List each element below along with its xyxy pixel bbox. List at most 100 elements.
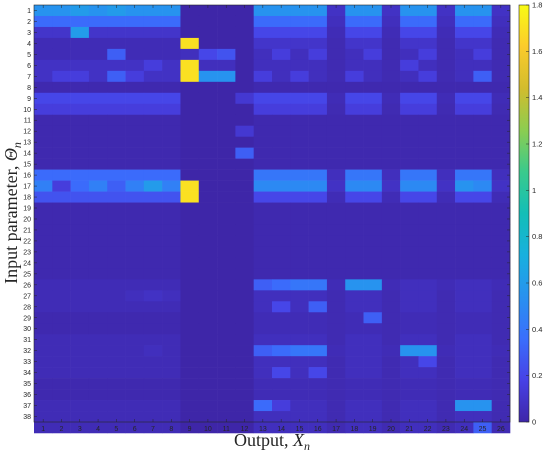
heatmap-cell [88, 257, 108, 269]
heatmap-cell [436, 136, 456, 148]
heatmap-cell [107, 191, 126, 203]
heatmap-cell [308, 136, 328, 148]
heatmap-cell [88, 224, 108, 236]
heatmap-cell [290, 400, 309, 412]
heatmap-cell [345, 400, 364, 412]
heatmap-cell [436, 81, 456, 94]
heatmap-cell [455, 268, 474, 280]
heatmap-cell [363, 279, 383, 291]
heatmap-cell [70, 378, 90, 390]
heatmap-cell [363, 389, 383, 401]
heatmap-cell [345, 389, 364, 401]
heatmap-cell [253, 136, 273, 148]
heatmap-cell [125, 400, 145, 412]
heatmap-cell [308, 279, 328, 291]
heatmap-cell [363, 81, 383, 94]
heatmap-cell [491, 169, 511, 181]
x-tick-label: 3 [78, 426, 82, 433]
heatmap-cell [436, 411, 456, 423]
heatmap-cell [345, 92, 364, 105]
heatmap-cell [326, 235, 346, 247]
heatmap-cell [52, 400, 71, 412]
heatmap-cell [400, 15, 419, 28]
heatmap-cell [418, 26, 438, 39]
heatmap-cell [70, 5, 90, 17]
heatmap-cell [436, 279, 456, 291]
heatmap-cell [455, 301, 474, 313]
heatmap-cell [491, 48, 511, 61]
heatmap-cell [125, 125, 145, 137]
heatmap-cell [52, 246, 71, 258]
heatmap-cell [253, 191, 273, 203]
heatmap-cell [290, 169, 309, 181]
x-tick-label: 26 [497, 426, 505, 433]
heatmap-cell [253, 257, 273, 269]
heatmap-cell [400, 202, 419, 214]
heatmap-cell [418, 400, 438, 412]
heatmap-cell [70, 268, 90, 280]
heatmap-cell [326, 345, 346, 357]
heatmap-cell [198, 235, 218, 247]
heatmap-cell [235, 169, 254, 181]
heatmap-cell [235, 312, 254, 324]
heatmap-cell [125, 48, 145, 61]
heatmap-cell [107, 15, 126, 28]
heatmap-cell [473, 224, 492, 236]
heatmap-cell [400, 5, 419, 17]
heatmap-cell [52, 422, 71, 434]
heatmap-cell [70, 312, 90, 324]
heatmap-cell [272, 301, 291, 313]
heatmap-cell [418, 268, 438, 280]
heatmap-cell [70, 202, 90, 214]
heatmap-cell [473, 367, 492, 379]
heatmap-cell [455, 191, 474, 203]
heatmap-cell [162, 81, 181, 94]
heatmap-cell [34, 224, 53, 236]
heatmap-cell [272, 224, 291, 236]
heatmap-cell [253, 158, 273, 170]
heatmap-cell [34, 202, 53, 214]
heatmap-cell [34, 323, 53, 335]
heatmap-cell [272, 213, 291, 225]
y-tick-label: 22 [23, 238, 31, 245]
heatmap-cell [162, 334, 181, 346]
heatmap-cell [162, 279, 181, 291]
heatmap-cell [381, 224, 401, 236]
heatmap-cell [491, 114, 511, 127]
heatmap-cell [308, 257, 328, 269]
heatmap-cell [162, 422, 181, 434]
heatmap-cell [180, 268, 200, 280]
heatmap-cell [418, 114, 438, 127]
y-tick-label: 15 [23, 162, 31, 169]
heatmap-cell [162, 312, 181, 324]
heatmap-cell [125, 103, 145, 116]
heatmap-cell [272, 400, 291, 412]
heatmap-cell [198, 422, 218, 434]
heatmap-cell [180, 290, 200, 302]
heatmap-cell [381, 279, 401, 291]
heatmap-cell [491, 367, 511, 379]
heatmap-cell [363, 268, 383, 280]
heatmap-cell [326, 158, 346, 170]
heatmap-cell [491, 411, 511, 423]
heatmap-cell [198, 202, 218, 214]
heatmap-cell [180, 180, 200, 192]
heatmap-cell [455, 246, 474, 258]
heatmap-cell [180, 158, 200, 170]
heatmap-cell [253, 15, 273, 28]
heatmap-cell [107, 323, 126, 335]
heatmap-cell [381, 290, 401, 302]
heatmap-cell [34, 400, 53, 412]
x-tick-label: 20 [387, 426, 395, 433]
heatmap-cell [34, 147, 53, 159]
heatmap-cell [308, 323, 328, 335]
heatmap-cell [436, 323, 456, 335]
heatmap-cell [345, 312, 364, 324]
heatmap-cell [436, 147, 456, 159]
heatmap-cell [88, 378, 108, 390]
heatmap-cell [418, 422, 438, 434]
heatmap-cell [272, 279, 291, 291]
heatmap-cell [88, 37, 108, 50]
heatmap-cell [308, 125, 328, 137]
